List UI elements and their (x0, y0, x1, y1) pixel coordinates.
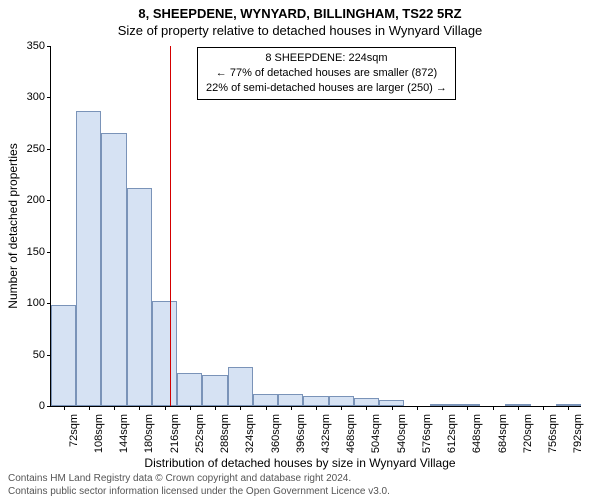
x-tick-label: 468sqm (345, 414, 357, 453)
x-tick-mark (190, 406, 191, 410)
histogram-bar (202, 375, 227, 406)
x-tick-label: 180sqm (143, 414, 155, 453)
x-tick-label: 684sqm (497, 414, 509, 453)
chart-container: 8, SHEEPDENE, WYNYARD, BILLINGHAM, TS22 … (0, 0, 600, 500)
x-tick-mark (543, 406, 544, 410)
x-tick-mark (493, 406, 494, 410)
y-tick-mark (47, 97, 51, 98)
x-tick-mark (291, 406, 292, 410)
histogram-bar (228, 367, 253, 406)
chart-title-address: 8, SHEEPDENE, WYNYARD, BILLINGHAM, TS22 … (0, 0, 600, 21)
histogram-bar (101, 133, 126, 406)
x-tick-label: 324sqm (244, 414, 256, 453)
x-tick-label: 576sqm (421, 414, 433, 453)
histogram-bar (303, 396, 328, 406)
x-axis-label: Distribution of detached houses by size … (0, 456, 600, 470)
x-tick-mark (64, 406, 65, 410)
x-tick-mark (266, 406, 267, 410)
histogram-bar (329, 396, 354, 406)
x-tick-mark (139, 406, 140, 410)
annotation-box: 8 SHEEPDENE: 224sqm← 77% of detached hou… (197, 47, 456, 100)
x-tick-label: 216sqm (169, 414, 181, 453)
histogram-bar (51, 305, 76, 406)
x-tick-mark (114, 406, 115, 410)
chart-subtitle: Size of property relative to detached ho… (0, 21, 600, 38)
x-tick-label: 648sqm (471, 414, 483, 453)
x-tick-label: 720sqm (522, 414, 534, 453)
histogram-bar (152, 301, 177, 406)
x-tick-label: 72sqm (68, 414, 80, 447)
x-tick-mark (316, 406, 317, 410)
x-tick-mark (442, 406, 443, 410)
x-tick-mark (89, 406, 90, 410)
y-tick-mark (47, 406, 51, 407)
footer-line-2: Contains public sector information licen… (8, 486, 390, 499)
y-tick-mark (47, 303, 51, 304)
reference-line (170, 46, 171, 406)
plot-area: 05010015020025030035072sqm108sqm144sqm18… (50, 46, 581, 407)
x-tick-mark (240, 406, 241, 410)
footer-line-1: Contains HM Land Registry data © Crown c… (8, 473, 390, 486)
x-tick-mark (568, 406, 569, 410)
y-tick-mark (47, 46, 51, 47)
x-tick-mark (518, 406, 519, 410)
x-tick-label: 144sqm (118, 414, 130, 453)
x-tick-label: 396sqm (295, 414, 307, 453)
footer-attribution: Contains HM Land Registry data © Crown c… (8, 473, 390, 498)
histogram-bar (76, 111, 101, 406)
y-tick-mark (47, 149, 51, 150)
x-tick-label: 108sqm (93, 414, 105, 453)
x-tick-mark (417, 406, 418, 410)
plot-area-wrap: 05010015020025030035072sqm108sqm144sqm18… (50, 46, 580, 406)
x-tick-label: 540sqm (396, 414, 408, 453)
x-tick-mark (341, 406, 342, 410)
y-tick-mark (47, 252, 51, 253)
x-tick-label: 432sqm (320, 414, 332, 453)
annotation-line: 8 SHEEPDENE: 224sqm (206, 51, 447, 66)
x-tick-mark (165, 406, 166, 410)
y-tick-label: 300 (5, 91, 45, 103)
x-tick-label: 612sqm (446, 414, 458, 453)
y-tick-label: 0 (5, 400, 45, 412)
y-tick-label: 250 (5, 143, 45, 155)
x-tick-label: 756sqm (547, 414, 559, 453)
annotation-line: ← 77% of detached houses are smaller (87… (206, 66, 447, 81)
y-tick-label: 100 (5, 297, 45, 309)
y-axis-label: Number of detached properties (6, 143, 20, 308)
y-tick-label: 200 (5, 194, 45, 206)
annotation-line: 22% of semi-detached houses are larger (… (206, 81, 447, 96)
x-tick-label: 288sqm (219, 414, 231, 453)
y-tick-label: 350 (5, 40, 45, 52)
y-tick-label: 150 (5, 246, 45, 258)
x-tick-label: 504sqm (370, 414, 382, 453)
x-tick-mark (392, 406, 393, 410)
histogram-bar (253, 394, 278, 406)
histogram-bar (177, 373, 202, 406)
x-tick-label: 792sqm (572, 414, 584, 453)
y-tick-mark (47, 355, 51, 356)
y-tick-mark (47, 200, 51, 201)
y-tick-label: 50 (5, 349, 45, 361)
x-tick-label: 360sqm (270, 414, 282, 453)
histogram-bar (127, 188, 152, 406)
x-tick-mark (215, 406, 216, 410)
x-tick-mark (467, 406, 468, 410)
histogram-bar (278, 394, 303, 406)
x-tick-mark (366, 406, 367, 410)
histogram-bar (354, 398, 379, 406)
x-tick-label: 252sqm (194, 414, 206, 453)
